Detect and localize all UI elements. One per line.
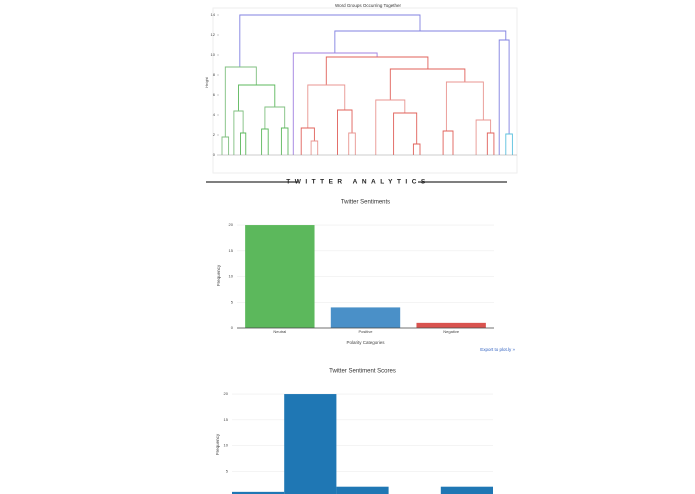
bar [330,307,401,328]
y-tick-label: 20 [224,391,229,396]
y-tick-label: 10 [211,52,216,57]
dendrogram-link [334,30,507,53]
y-tick-label: 15 [224,417,229,422]
dendrogram-link [505,133,513,155]
dendrogram-link [233,110,244,155]
dendrogram-link [264,106,286,129]
y-tick-label: 2 [213,132,216,137]
bar [284,394,337,494]
y-tick-label: 8 [213,72,216,77]
y-tick-label: 0 [213,152,216,157]
y-tick-label: 6 [213,92,216,97]
y-tick-label: 14 [211,12,216,17]
dendrogram-link [238,84,276,111]
dendrogram-frame [212,7,518,174]
dendrogram-link [310,140,319,155]
dendrogram-link [240,132,247,155]
dendrogram-link [239,14,421,67]
dendrogram-link [224,66,257,137]
dendrogram-link [393,112,418,155]
dendrogram-link [261,128,269,155]
divider-text: TWITTER ANALYTICS [286,179,430,186]
dendrogram-link [475,119,492,155]
y-tick-label: 5 [226,468,229,473]
dendrogram-link [348,132,356,155]
dendrogram-link [445,81,484,131]
bar [336,486,389,494]
dendrogram-link [389,68,466,100]
y-axis-label: Frequency [216,264,221,286]
y-tick-label: 0 [231,325,234,330]
dendrogram-link [292,52,378,155]
chart-title: Word Groups Occurring Together [335,3,402,8]
chart-title: Twitter Sentiments [341,200,390,206]
y-tick-label: 4 [213,112,216,117]
export-link[interactable]: Export to plot.ly » [480,347,515,352]
bar [245,225,315,328]
x-tick-label: Positive [358,329,373,334]
y-tick-label: 10 [224,443,229,448]
y-tick-label: 20 [229,222,234,227]
y-axis-label: Height [205,77,209,87]
dendrogram-link [442,130,454,155]
dendrogram-link [486,132,495,155]
x-axis-label: Polarity Categories [346,340,385,345]
dendrogram-link [280,127,289,155]
chart-title: Twitter Sentiment Scores [329,369,396,375]
y-tick-label: 10 [229,274,234,279]
dendrogram-link [375,99,406,155]
bar [416,322,486,328]
dendrogram-link [498,39,510,155]
y-tick-label: 5 [231,299,234,304]
dendrogram-link [221,136,230,155]
dendrogram-link [325,56,429,85]
x-tick-label: Negative [443,329,460,334]
bar [440,486,493,494]
dendrogram-link [300,127,315,155]
x-tick-label: Neutral [273,329,286,334]
dendrogram-link [307,84,346,128]
dendrogram-link [412,143,421,155]
y-tick-label: 12 [211,32,216,37]
y-axis-label: Frequency [215,433,220,455]
y-tick-label: 15 [229,248,234,253]
dendrogram-link [337,109,353,155]
bar [232,491,285,494]
